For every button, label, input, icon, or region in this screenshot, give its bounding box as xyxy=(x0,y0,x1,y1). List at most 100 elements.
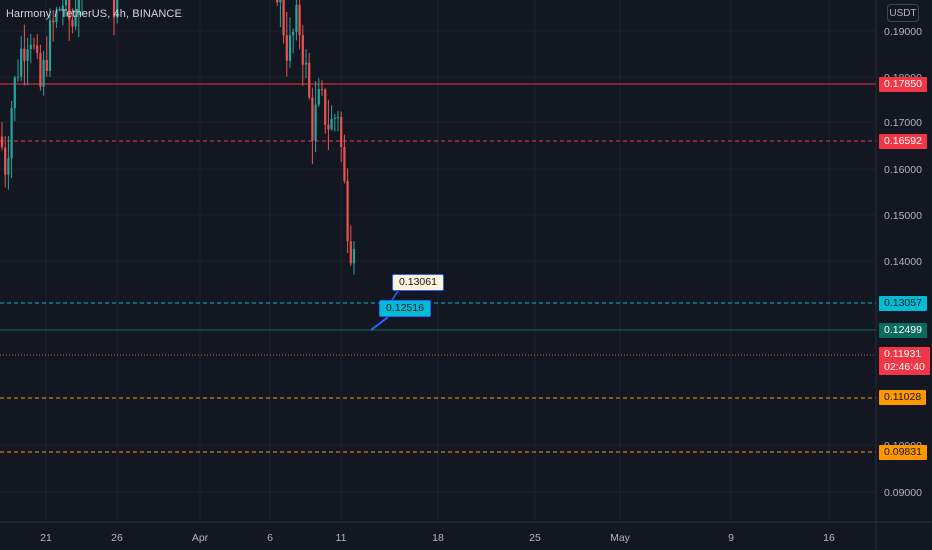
candle-body xyxy=(55,10,58,23)
candle xyxy=(42,50,45,96)
candle-body xyxy=(74,15,77,27)
candle-body xyxy=(32,44,36,46)
level-label-support-low[interactable]: 0.09831 xyxy=(879,445,927,460)
candle-countdown: 02:46:40 xyxy=(884,361,925,373)
time-tick-label: 9 xyxy=(728,532,734,544)
price-tick-label: 0.19000 xyxy=(884,26,922,38)
level-label-pivot[interactable]: 0.13057 xyxy=(879,296,927,311)
price-callout-lower[interactable]: 0.12516 xyxy=(379,300,431,317)
candle-body xyxy=(52,20,55,23)
annotations xyxy=(370,290,399,331)
candle xyxy=(32,37,36,50)
candle-body xyxy=(58,9,61,11)
candle-body xyxy=(68,0,71,20)
candle xyxy=(13,75,16,121)
candle xyxy=(77,0,80,38)
time-tick-label: 21 xyxy=(40,532,52,544)
level-label-entry[interactable]: 0.12499 xyxy=(879,323,927,338)
candle xyxy=(0,122,4,151)
candle xyxy=(324,88,327,134)
price-tick-label: 0.14000 xyxy=(884,256,922,268)
candle xyxy=(26,37,29,86)
candle xyxy=(39,44,42,91)
candle-body xyxy=(349,241,352,264)
symbol-title[interactable]: Harmony / TetherUS, 4h, BINANCE xyxy=(6,8,182,20)
candle-body xyxy=(16,76,20,78)
candle xyxy=(45,36,48,77)
candle-body xyxy=(327,124,330,130)
candle xyxy=(20,36,23,82)
candle xyxy=(68,0,71,41)
candle xyxy=(282,0,285,44)
price-tick-label: 0.16000 xyxy=(884,164,922,176)
time-tick-label: Apr xyxy=(192,532,209,544)
candle-body xyxy=(295,4,298,32)
candle xyxy=(276,0,279,6)
candle xyxy=(314,80,317,153)
candle xyxy=(61,0,64,26)
candle-body xyxy=(23,48,26,61)
candle xyxy=(116,0,119,24)
current-price-label[interactable]: 0.11931 02:46:40 xyxy=(879,347,930,375)
level-label-resistance[interactable]: 0.16592 xyxy=(879,134,927,149)
candle xyxy=(336,110,340,132)
candle-body xyxy=(320,89,324,91)
candle xyxy=(346,168,349,254)
candle-body xyxy=(301,35,304,65)
time-tick-label: 11 xyxy=(336,532,347,544)
candle-body xyxy=(10,108,13,159)
candle xyxy=(23,24,26,86)
candle-body xyxy=(288,35,292,61)
currency-button[interactable]: USDT xyxy=(887,4,919,22)
candle xyxy=(48,8,52,77)
candle-body xyxy=(311,97,314,141)
candle xyxy=(71,8,74,34)
candle xyxy=(288,17,292,68)
current-price-value: 0.11931 xyxy=(884,348,922,360)
candle-body xyxy=(71,19,74,27)
price-callout-upper[interactable]: 0.13061 xyxy=(392,274,444,291)
candle xyxy=(333,113,336,132)
candle-body xyxy=(39,53,42,87)
candle xyxy=(292,28,295,54)
candle xyxy=(55,6,58,28)
candle-body xyxy=(343,147,346,181)
price-tick-label: 0.15000 xyxy=(884,210,922,222)
candle-body xyxy=(285,35,288,61)
price-tick-label: 0.17000 xyxy=(884,117,922,129)
candle xyxy=(112,0,116,36)
candle-body xyxy=(352,248,356,264)
candle-body xyxy=(112,0,116,18)
candle-body xyxy=(77,0,80,16)
candle-body xyxy=(292,31,295,36)
candle-body xyxy=(324,89,327,125)
callout-pointer xyxy=(391,290,399,301)
candle-body xyxy=(308,62,311,98)
candle xyxy=(349,225,352,266)
candle xyxy=(7,135,10,190)
candle xyxy=(304,49,308,79)
candle-body xyxy=(336,116,340,118)
candle-body xyxy=(304,62,308,65)
candle xyxy=(64,0,68,17)
time-tick-label: 18 xyxy=(432,532,444,544)
time-tick-label: 26 xyxy=(111,532,123,544)
level-label-resistance-high[interactable]: 0.17850 xyxy=(879,77,927,92)
time-tick-label: May xyxy=(610,532,631,544)
candle xyxy=(330,105,333,131)
candle-body xyxy=(45,59,48,71)
candle xyxy=(317,77,320,107)
candle-body xyxy=(48,20,52,71)
candle-body xyxy=(7,158,10,175)
candle-body xyxy=(317,89,320,105)
candle-body xyxy=(298,4,301,36)
candle-body xyxy=(26,49,29,61)
candles xyxy=(0,0,356,275)
candle-body xyxy=(340,116,343,148)
candle-body xyxy=(276,0,279,3)
candle xyxy=(279,0,282,28)
level-label-support[interactable]: 0.11028 xyxy=(879,390,927,405)
candle-body xyxy=(42,59,45,87)
